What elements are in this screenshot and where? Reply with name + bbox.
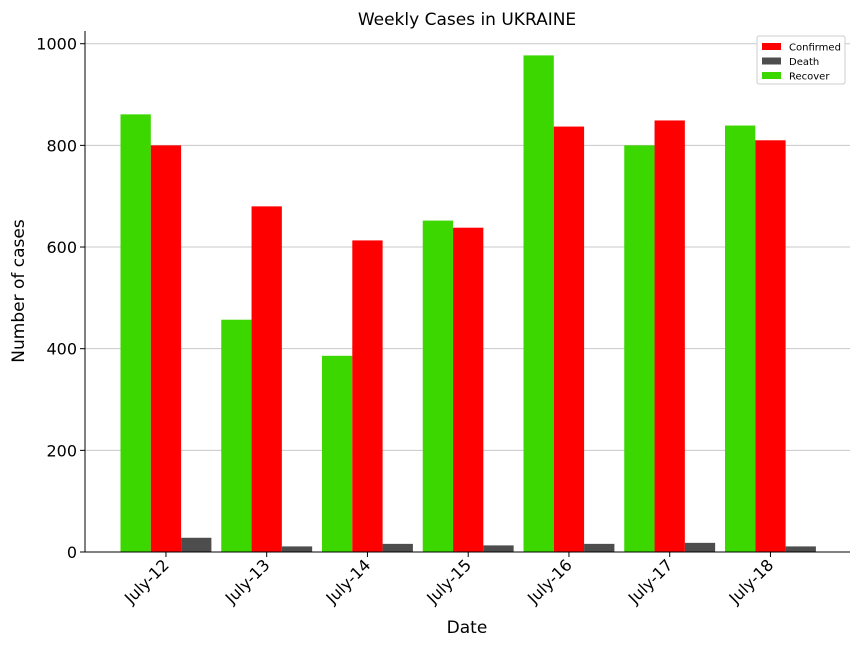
bar-recover-july-12 — [120, 114, 151, 553]
x-tick-label: July-13 — [221, 555, 274, 608]
y-tick-label: 800 — [46, 136, 77, 155]
legend-swatch-death — [762, 57, 781, 65]
legend-swatch-recover — [762, 72, 781, 79]
bar-recover-july-14 — [322, 355, 353, 552]
legend-label-confirmed: Confirmed — [789, 43, 841, 54]
y-tick-label: 400 — [46, 340, 77, 359]
legend-swatch-confirmed — [762, 43, 781, 50]
axes — [84, 31, 850, 553]
x-axis-title: Date — [447, 618, 488, 638]
bar-recover-july-16 — [523, 55, 554, 553]
bar-confirmed-july-15 — [453, 227, 484, 552]
bar-death-july-17 — [684, 542, 716, 552]
bar-recover-july-17 — [624, 145, 655, 553]
x-tick-labels: July-12 July-13 July-14 July-15 July-16 July-… — [120, 552, 777, 608]
y-tick-label: 0 — [67, 543, 77, 562]
x-tick-label: July-12 — [120, 555, 173, 608]
x-tick-label: July-14 — [322, 555, 375, 608]
bar-death-july-14 — [382, 543, 413, 552]
x-tick-label: July-16 — [523, 555, 576, 608]
bar-death-july-13 — [281, 546, 313, 552]
bar-death-july-12 — [181, 537, 212, 552]
bar-death-july-15 — [483, 545, 514, 552]
bar-confirmed-july-16 — [553, 126, 585, 552]
x-tick-label: July-17 — [624, 555, 677, 608]
legend: Confirmed Death Recover — [756, 35, 846, 85]
legend-label-death: Death — [789, 57, 819, 68]
bar-confirmed-july-14 — [352, 240, 383, 553]
x-tick-label: July-18 — [725, 555, 778, 608]
y-tick-label: 600 — [46, 238, 77, 257]
y-tick-labels: 0 200 400 600 800 1000 — [36, 35, 85, 562]
bar-confirmed-july-12 — [150, 145, 182, 553]
y-tick-label: 200 — [46, 441, 77, 460]
chart-title: Weekly Cases in UKRAINE — [358, 10, 576, 30]
bar-recover-july-15 — [422, 220, 454, 552]
y-axis-title: Number of cases — [9, 219, 29, 363]
y-tick-label: 1000 — [36, 35, 77, 54]
bar-confirmed-july-18 — [755, 140, 786, 552]
bars — [120, 55, 816, 553]
x-tick-label: July-15 — [422, 555, 475, 608]
bar-death-july-18 — [785, 546, 816, 552]
bar-recover-july-18 — [725, 125, 756, 552]
legend-label-recover: Recover — [789, 72, 830, 83]
bar-death-july-16 — [584, 543, 615, 552]
bar-recover-july-13 — [221, 319, 252, 552]
bar-confirmed-july-17 — [654, 120, 685, 553]
bar-confirmed-july-13 — [251, 206, 282, 553]
